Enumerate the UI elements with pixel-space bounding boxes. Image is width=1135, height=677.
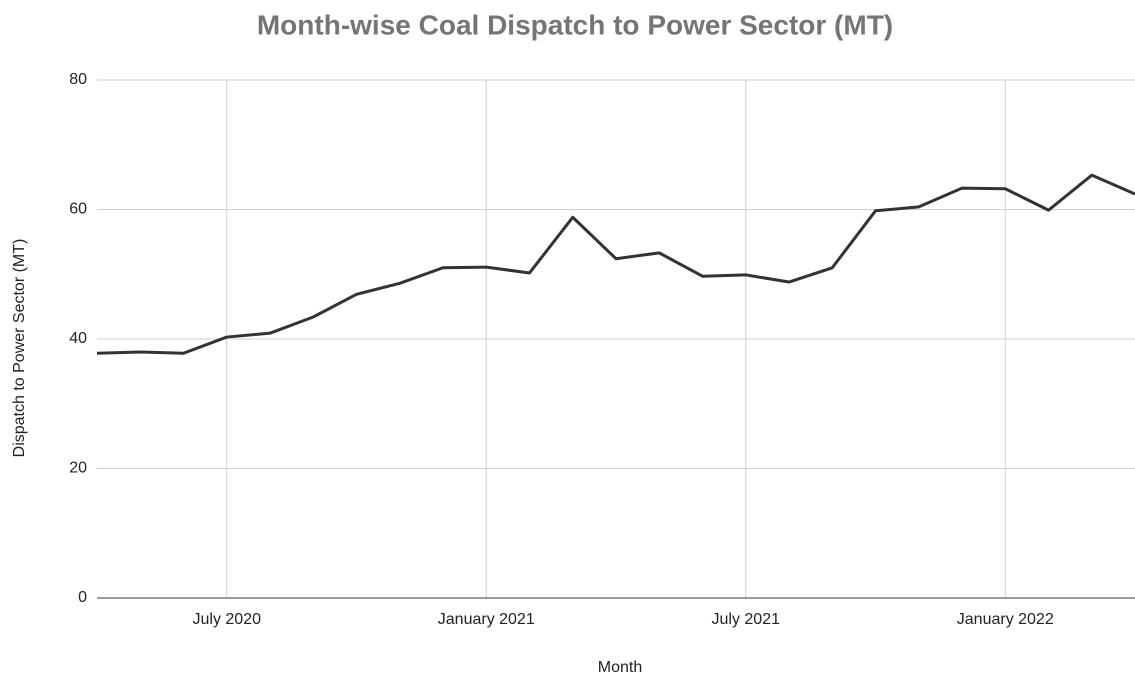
y-tick-label: 20	[69, 460, 87, 477]
x-axis-title: Month	[598, 659, 642, 676]
x-tick-label: July 2021	[712, 611, 781, 628]
chart-title: Month-wise Coal Dispatch to Power Sector…	[257, 9, 893, 40]
y-tick-label: 40	[69, 330, 87, 347]
y-tick-label: 60	[69, 201, 87, 218]
x-tick-label: July 2020	[193, 611, 262, 628]
x-tick-label: January 2021	[438, 611, 535, 628]
y-tick-label: 80	[69, 71, 87, 88]
y-tick-label: 0	[78, 589, 87, 606]
y-axis-title: Dispatch to Power Sector (MT)	[11, 239, 28, 458]
x-tick-label: January 2022	[957, 611, 1054, 628]
data-line	[96, 173, 1135, 355]
